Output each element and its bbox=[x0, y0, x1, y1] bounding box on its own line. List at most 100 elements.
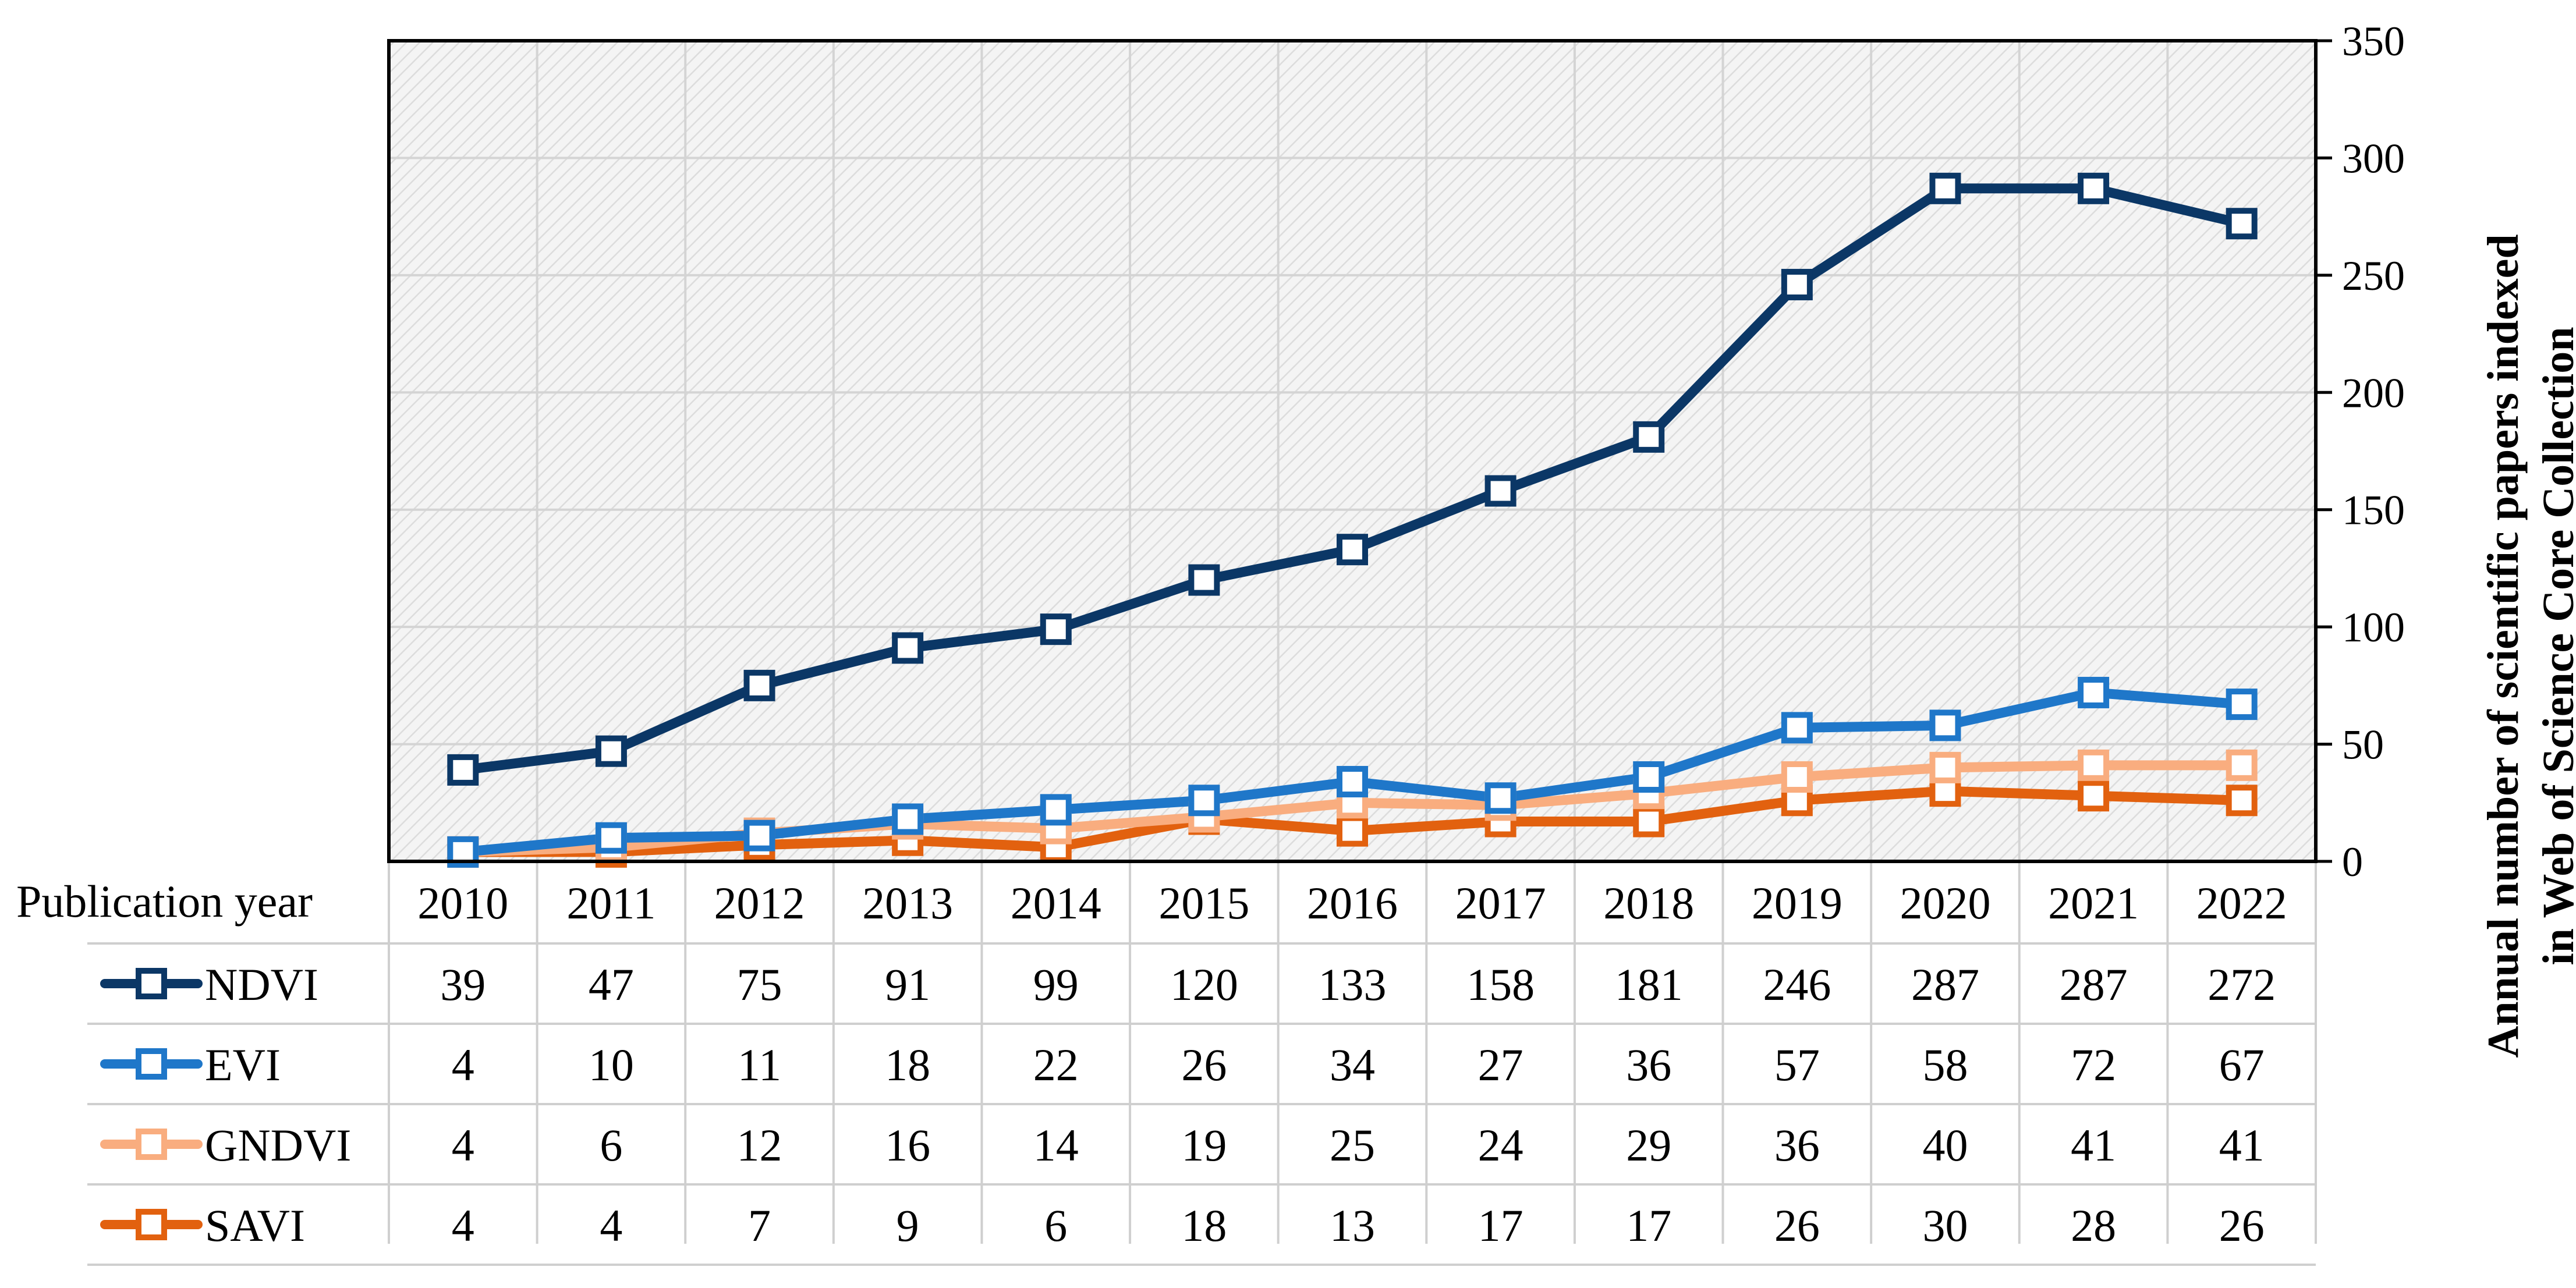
legend-label-evi: EVI bbox=[205, 1039, 281, 1090]
data-point-savi bbox=[1337, 815, 1368, 847]
table-cell: 99 bbox=[1033, 959, 1079, 1010]
y-tick-label: 50 bbox=[2342, 722, 2384, 768]
data-point-ndvi bbox=[1484, 475, 1516, 507]
data-point-gndvi bbox=[1781, 761, 1813, 793]
table-cell: 13 bbox=[1330, 1200, 1375, 1251]
legend-label-gndvi: GNDVI bbox=[205, 1120, 351, 1170]
table-cell: 158 bbox=[1466, 959, 1535, 1010]
table-cell: 287 bbox=[2060, 959, 2128, 1010]
x-tick-label: 2016 bbox=[1307, 878, 1398, 928]
data-point-evi bbox=[2226, 689, 2258, 721]
data-point-ndvi bbox=[2078, 172, 2110, 204]
table-cell: 24 bbox=[1478, 1120, 1523, 1170]
table-cell: 246 bbox=[1763, 959, 1831, 1010]
table-cell: 6 bbox=[600, 1120, 622, 1170]
data-point-evi bbox=[1040, 794, 1072, 826]
data-point-ndvi bbox=[892, 632, 924, 664]
table-cell: 18 bbox=[885, 1039, 930, 1090]
data-point-evi bbox=[1188, 785, 1220, 817]
table-cell: 181 bbox=[1615, 959, 1683, 1010]
y-tick-label: 200 bbox=[2342, 370, 2405, 416]
data-point-evi bbox=[1484, 782, 1516, 814]
x-tick-label: 2010 bbox=[417, 878, 508, 928]
table-cell: 133 bbox=[1319, 959, 1387, 1010]
data-point-evi bbox=[1929, 709, 1961, 741]
x-tick-label: 2018 bbox=[1603, 878, 1694, 928]
y-tick-label: 150 bbox=[2342, 487, 2405, 534]
table-cell: 41 bbox=[2219, 1120, 2265, 1170]
x-tick-label: 2022 bbox=[2196, 878, 2287, 928]
table-cell: 16 bbox=[885, 1120, 930, 1170]
table-cell: 34 bbox=[1330, 1039, 1375, 1090]
table-cell: 10 bbox=[589, 1039, 634, 1090]
table-cell: 19 bbox=[1181, 1120, 1227, 1170]
data-point-savi bbox=[2078, 780, 2110, 812]
table-cell: 6 bbox=[1044, 1200, 1067, 1251]
table-cell: 67 bbox=[2219, 1039, 2265, 1090]
table-cell: 57 bbox=[1774, 1039, 1820, 1090]
legend-marker-ndvi bbox=[136, 968, 167, 999]
data-point-savi bbox=[2226, 785, 2258, 817]
x-tick-label: 2020 bbox=[1900, 878, 1990, 928]
table-cell: 22 bbox=[1033, 1039, 1079, 1090]
legend-label-savi: SAVI bbox=[205, 1200, 305, 1251]
plot-frame bbox=[387, 39, 2318, 863]
table-cell: 72 bbox=[2071, 1039, 2116, 1090]
y-tick-label: 250 bbox=[2342, 253, 2405, 299]
table-cell: 4 bbox=[452, 1120, 474, 1170]
data-point-ndvi bbox=[595, 735, 627, 767]
table-cell: 47 bbox=[589, 959, 634, 1010]
data-point-evi bbox=[892, 803, 924, 835]
data-point-evi bbox=[1337, 766, 1368, 798]
table-cell: 17 bbox=[1478, 1200, 1523, 1251]
table-cell: 4 bbox=[452, 1200, 474, 1251]
table-cell: 14 bbox=[1033, 1120, 1079, 1170]
x-tick-label: 2011 bbox=[566, 878, 655, 928]
y-tick-label: 350 bbox=[2342, 18, 2405, 65]
data-point-evi bbox=[743, 819, 775, 851]
data-point-gndvi bbox=[2078, 749, 2110, 781]
x-tick-label: 2021 bbox=[2048, 878, 2139, 928]
table-cell: 39 bbox=[440, 959, 486, 1010]
data-point-evi bbox=[595, 822, 627, 854]
y-tick-label: 0 bbox=[2342, 839, 2363, 885]
data-point-ndvi bbox=[1040, 613, 1072, 645]
table-cell: 26 bbox=[2219, 1200, 2265, 1251]
table-cell: 27 bbox=[1478, 1039, 1523, 1090]
table-cell: 29 bbox=[1626, 1120, 1671, 1170]
table-cell: 26 bbox=[1181, 1039, 1227, 1090]
table-cell: 28 bbox=[2071, 1200, 2116, 1251]
table-cell: 91 bbox=[885, 959, 930, 1010]
x-tick-label: 2015 bbox=[1158, 878, 1249, 928]
y-axis-label-line1: Annual number of scientific papers index… bbox=[2479, 234, 2528, 1058]
table-cell: 287 bbox=[1911, 959, 1979, 1010]
table-cell: 17 bbox=[1626, 1200, 1671, 1251]
y-tick-label: 300 bbox=[2342, 135, 2405, 182]
data-point-evi bbox=[2078, 676, 2110, 708]
table-cell: 58 bbox=[1922, 1039, 1968, 1090]
table-cell: 4 bbox=[452, 1039, 474, 1090]
table-cell: 36 bbox=[1774, 1120, 1820, 1170]
x-tick-label: 2017 bbox=[1455, 878, 1546, 928]
data-point-ndvi bbox=[1337, 534, 1368, 566]
data-point-ndvi bbox=[447, 754, 479, 786]
table-cell: 4 bbox=[600, 1200, 622, 1251]
legend-marker-savi bbox=[136, 1209, 167, 1240]
table-cell: 272 bbox=[2208, 959, 2276, 1010]
table-cell: 7 bbox=[748, 1200, 771, 1251]
y-tick-label: 100 bbox=[2342, 604, 2405, 651]
table-cell: 120 bbox=[1170, 959, 1238, 1010]
y-axis-label-line2: in Web of Science Core Collection bbox=[2534, 327, 2576, 966]
table-cell: 36 bbox=[1626, 1039, 1671, 1090]
legend-marker-evi bbox=[136, 1048, 167, 1080]
table-cell: 75 bbox=[737, 959, 782, 1010]
table-cell: 41 bbox=[2071, 1120, 2116, 1170]
data-point-ndvi bbox=[1929, 172, 1961, 204]
data-point-evi bbox=[1633, 761, 1665, 793]
x-tick-label: 2014 bbox=[1011, 878, 1101, 928]
table-cell: 25 bbox=[1330, 1120, 1375, 1170]
table-cell: 40 bbox=[1922, 1120, 1968, 1170]
data-point-ndvi bbox=[1633, 421, 1665, 453]
table-cell: 18 bbox=[1181, 1200, 1227, 1251]
